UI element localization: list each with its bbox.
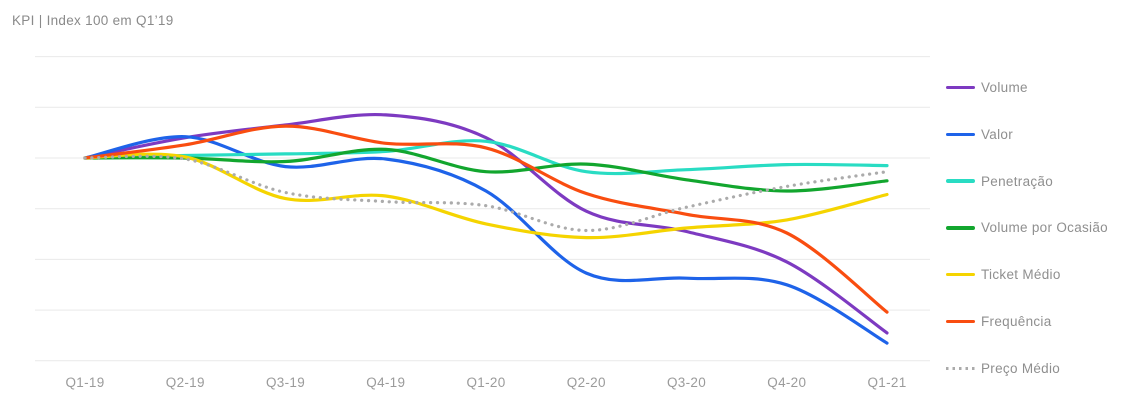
legend-swatch-ticket-medio [946, 272, 975, 277]
legend-item-volume: Volume [946, 80, 1028, 95]
legend-swatch-volume-por-ocasiao [946, 226, 975, 230]
x-axis-label-q4-19: Q4-19 [366, 375, 405, 390]
x-axis-label-q2-20: Q2-20 [567, 375, 606, 390]
legend-swatch-preco-medio [946, 366, 975, 370]
series-line-frequencia [83, 124, 889, 314]
x-axis-label-q1-20: Q1-20 [466, 375, 505, 390]
legend-label-valor: Valor [981, 126, 1014, 142]
x-axis-label-q1-19: Q1-19 [65, 375, 104, 390]
legend-swatch-penetracao [946, 179, 975, 183]
legend-label-preco-medio: Preço Médio [981, 360, 1061, 376]
legend-item-preco-medio: Preço Médio [946, 361, 1060, 376]
series-line-preco-medio [83, 154, 889, 233]
chart-title: KPI | Index 100 em Q1’19 [12, 13, 174, 28]
series-line-volume-por-ocasiao [83, 147, 889, 193]
legend-label-volume: Volume [981, 80, 1028, 95]
legend-item-penetracao: Penetração [946, 174, 1053, 189]
kpi-line-chart: Q1-19 Q2-19 Q3-19 Q4-19 Q1-20 Q2-20 Q3-20 Q4-20… [35, 56, 930, 390]
legend-swatch-frequencia [946, 319, 975, 324]
x-axis-label-q4-20: Q4-20 [767, 375, 806, 390]
legend-swatch-volume [946, 85, 975, 90]
x-axis-label-q3-19: Q3-19 [266, 375, 305, 390]
legend-item-valor: Valor [946, 127, 1013, 142]
legend-label-volume-por-ocasiao: Volume por Ocasião [981, 220, 1108, 236]
legend-item-volume-por-ocasiao: Volume por Ocasião [946, 220, 1108, 235]
legend-swatch-valor [946, 132, 975, 137]
series-line-volume [83, 112, 889, 335]
x-axis-label-q2-19: Q2-19 [166, 375, 205, 390]
legend-label-penetracao: Penetração [981, 173, 1054, 189]
legend-item-ticket-medio: Ticket Médio [946, 267, 1061, 282]
legend-label-frequencia: Frequência [981, 314, 1052, 329]
series-line-valor [83, 135, 889, 345]
legend-item-frequencia: Frequência [946, 314, 1052, 329]
chart-legend: Volume Valor Penetração Volume por Ocasião T… [946, 0, 1132, 406]
x-axis-label-q1-21: Q1-21 [867, 375, 906, 390]
x-axis-label-q3-20: Q3-20 [667, 375, 706, 390]
series-line-penetracao [83, 139, 889, 176]
legend-label-ticket-medio: Ticket Médio [981, 267, 1061, 283]
